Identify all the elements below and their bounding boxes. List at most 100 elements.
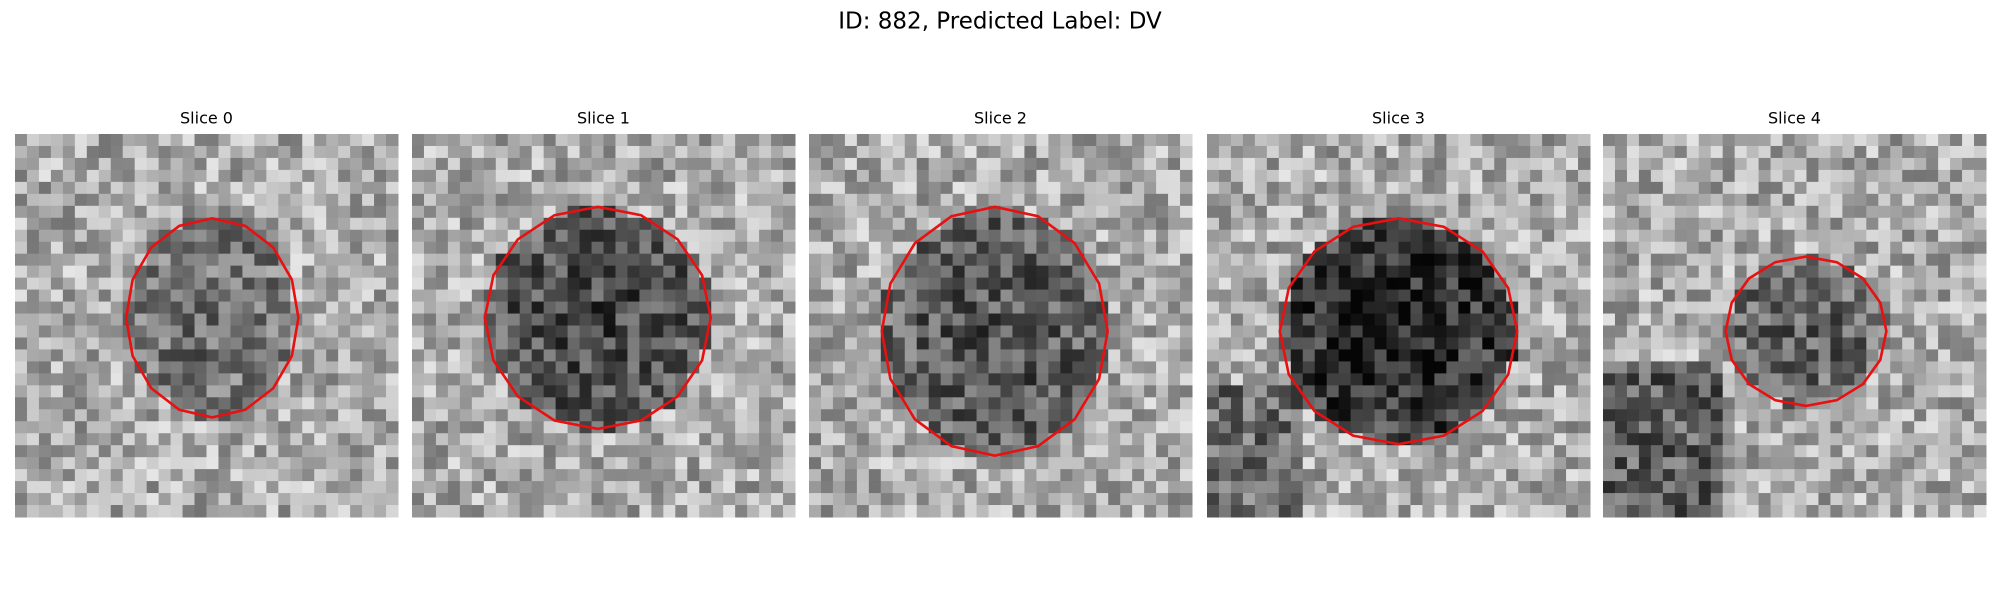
pixel — [1072, 445, 1085, 458]
pixel — [771, 397, 784, 410]
pixel — [1482, 493, 1495, 506]
pixel — [531, 481, 545, 494]
pixel — [1566, 289, 1579, 303]
pixel — [1842, 349, 1855, 362]
pixel — [892, 433, 906, 446]
pixel — [1578, 337, 1591, 350]
pixel — [1207, 469, 1220, 482]
pixel — [290, 169, 303, 183]
pixel — [350, 145, 363, 159]
pixel — [50, 469, 64, 482]
pixel — [338, 241, 351, 255]
pixel — [1518, 134, 1531, 147]
pixel — [1866, 134, 1879, 147]
pixel — [110, 361, 124, 374]
pixel — [579, 193, 593, 207]
pixel — [988, 421, 1001, 434]
pixel — [1374, 493, 1388, 506]
pixel — [1938, 361, 1951, 374]
pixel — [783, 169, 796, 183]
pixel — [651, 361, 664, 374]
pixel — [98, 205, 112, 219]
pixel — [1878, 325, 1891, 338]
pixel — [1506, 241, 1519, 255]
pixel — [1144, 385, 1157, 398]
pixel — [507, 157, 521, 171]
pixel — [230, 457, 243, 470]
pixel — [98, 373, 112, 386]
pixel — [1566, 181, 1579, 195]
pixel — [591, 134, 604, 147]
pixel — [1890, 433, 1903, 446]
pixel — [844, 373, 858, 386]
pixel — [820, 493, 834, 506]
pixel — [74, 217, 88, 231]
pixel — [1806, 289, 1819, 303]
pixel — [567, 217, 581, 231]
pixel — [302, 433, 315, 446]
pixel — [412, 229, 425, 243]
pixel — [1302, 145, 1316, 159]
pixel — [1000, 385, 1013, 398]
pixel — [1096, 445, 1109, 458]
pixel — [1734, 445, 1748, 458]
pixel — [1144, 241, 1157, 255]
pixel — [988, 181, 1001, 195]
pixel — [759, 145, 772, 159]
pixel — [723, 289, 736, 303]
pixel — [86, 157, 100, 171]
pixel — [338, 205, 351, 219]
pixel — [735, 409, 748, 422]
pixel — [38, 373, 52, 386]
pixel — [711, 277, 724, 291]
pixel — [1470, 385, 1483, 398]
pixel — [218, 373, 231, 386]
pixel — [1626, 229, 1640, 243]
pixel — [230, 313, 243, 326]
pixel — [158, 313, 172, 326]
pixel — [1434, 277, 1447, 291]
pixel — [423, 301, 437, 315]
pixel — [1254, 169, 1268, 183]
pixel — [146, 337, 160, 350]
pixel — [1132, 421, 1145, 434]
pixel — [302, 409, 315, 422]
pixel — [435, 313, 449, 326]
pixel — [519, 361, 533, 374]
pixel — [809, 349, 822, 362]
pixel — [916, 265, 930, 279]
pixel — [1866, 193, 1879, 207]
pixel — [62, 349, 76, 362]
pixel — [1254, 457, 1268, 470]
pixel — [1036, 325, 1049, 338]
pixel — [1278, 169, 1292, 183]
pixel — [1842, 433, 1855, 446]
pixel — [86, 289, 100, 303]
pixel — [194, 205, 207, 219]
pixel — [856, 217, 870, 231]
pixel — [868, 505, 882, 518]
pixel — [651, 301, 664, 315]
pixel — [182, 349, 196, 362]
pixel — [1434, 229, 1447, 243]
pixel — [615, 301, 628, 315]
pixel — [856, 157, 870, 171]
pixel — [1554, 481, 1567, 494]
pixel — [1782, 325, 1795, 338]
pixel — [844, 277, 858, 291]
pixel — [1914, 253, 1927, 267]
pixel — [1578, 289, 1591, 303]
pixel — [940, 289, 954, 303]
pixel — [747, 193, 760, 207]
pixel — [809, 277, 822, 291]
pixel — [122, 169, 136, 183]
pixel — [1518, 469, 1531, 482]
pixel — [723, 301, 736, 315]
pixel — [1012, 157, 1025, 171]
pixel — [735, 289, 748, 303]
pixel — [423, 145, 437, 159]
pixel — [1326, 361, 1340, 374]
pixel — [1398, 205, 1411, 219]
pixel — [1794, 193, 1807, 207]
pixel — [1662, 241, 1676, 255]
